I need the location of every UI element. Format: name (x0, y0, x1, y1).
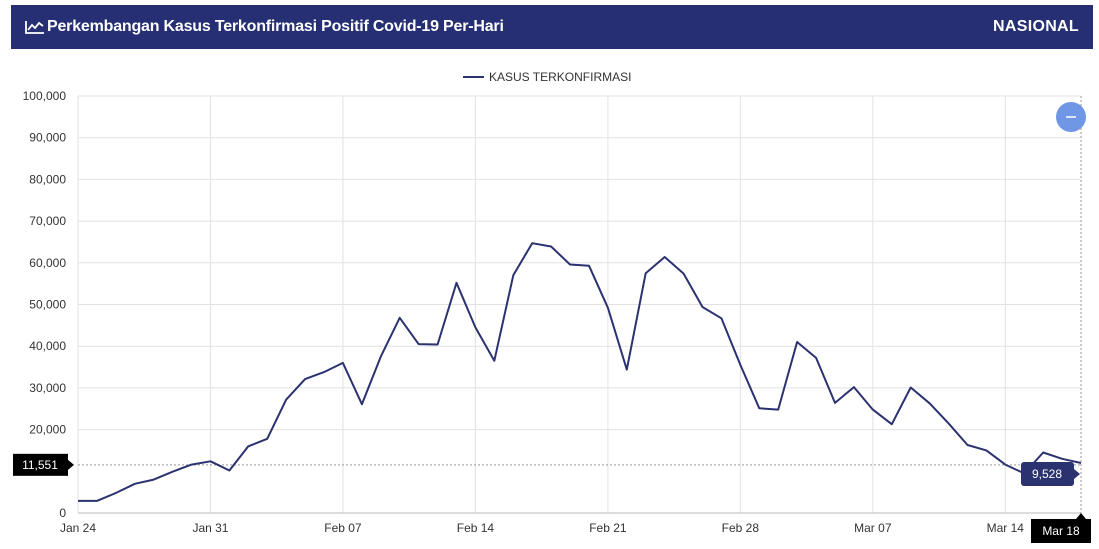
y-tick-label: 20,000 (29, 423, 66, 437)
y-tick-label: 60,000 (29, 256, 66, 270)
x-tick-label: Jan 31 (192, 521, 228, 535)
crosshair-x-label-pointer (1076, 513, 1086, 519)
y-tick-label: 70,000 (29, 214, 66, 228)
crosshair-x-label: Mar 18 (1042, 524, 1080, 538)
value-tooltip-bg (1021, 462, 1074, 486)
crosshair-y-label-pointer (68, 459, 74, 470)
y-tick-label: 0 (59, 506, 66, 520)
y-tick-label: 30,000 (29, 381, 66, 395)
y-tick-label: 90,000 (29, 131, 66, 145)
x-tick-label: Mar 07 (854, 521, 892, 535)
header-title-group: Perkembangan Kasus Terkonfirmasi Positif… (25, 18, 504, 36)
y-tick-label: 100,000 (23, 89, 67, 103)
x-tick-label: Feb 21 (589, 521, 627, 535)
series-line-kasus-terkonfirmasi (78, 242, 1082, 502)
crosshair-x-label-bg (1031, 519, 1091, 543)
scope-label[interactable]: NASIONAL (993, 18, 1079, 35)
page-title: Perkembangan Kasus Terkonfirmasi Positif… (47, 18, 504, 35)
x-tick-label: Mar 14 (987, 521, 1025, 535)
crosshair-y-label-bg (13, 453, 68, 476)
x-tick-label: Jan 24 (60, 521, 96, 535)
crosshair-y-label: 11,551 (22, 458, 58, 472)
value-tooltip-label: 9,528 (1032, 467, 1062, 481)
chart-header: Perkembangan Kasus Terkonfirmasi Positif… (11, 5, 1093, 49)
line-chart-icon (25, 21, 44, 34)
x-tick-label: Feb 07 (324, 521, 362, 535)
y-tick-label: 50,000 (29, 298, 66, 312)
value-tooltip-pointer (1074, 469, 1080, 479)
x-tick-label: Feb 14 (457, 521, 495, 535)
y-tick-label: 80,000 (29, 172, 66, 186)
y-tick-label: 40,000 (29, 339, 66, 353)
x-tick-label: Feb 28 (722, 521, 760, 535)
legend-label: KASUS TERKONFIRMASI (489, 70, 631, 84)
